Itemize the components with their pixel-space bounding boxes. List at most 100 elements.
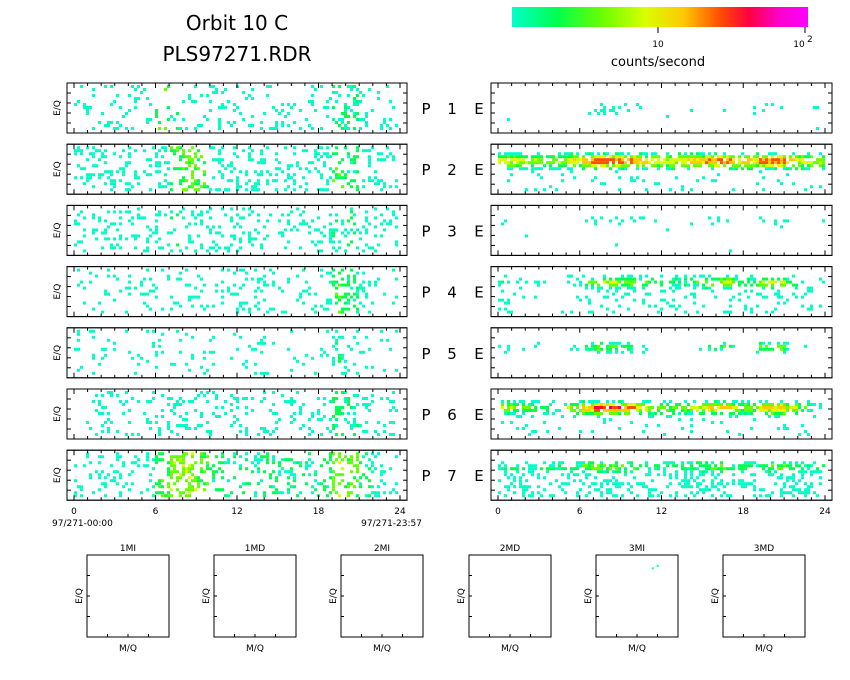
heatmap-cell bbox=[624, 103, 627, 106]
heatmap-cell bbox=[167, 274, 170, 278]
heatmap-cell bbox=[185, 488, 188, 492]
heatmap-cell bbox=[645, 400, 648, 403]
heatmap-cell bbox=[257, 280, 260, 284]
heatmap-cell bbox=[197, 482, 200, 486]
heatmap-cell bbox=[633, 289, 636, 293]
left-x-tick-label: 12 bbox=[231, 507, 242, 517]
heatmap-cell bbox=[747, 406, 750, 409]
heatmap-cell bbox=[618, 467, 621, 471]
heatmap-cell bbox=[615, 479, 618, 483]
heatmap-cell bbox=[212, 91, 215, 94]
heatmap-cell bbox=[672, 464, 675, 468]
heatmap-cell bbox=[681, 467, 684, 471]
heatmap-cell bbox=[257, 452, 260, 456]
heatmap-cell bbox=[621, 152, 624, 156]
heatmap-cell bbox=[690, 406, 693, 409]
heatmap-cell bbox=[239, 304, 242, 308]
heatmap-cell bbox=[672, 304, 675, 308]
heatmap-cell bbox=[86, 106, 89, 109]
heatmap-cell bbox=[504, 494, 507, 498]
heatmap-cell bbox=[780, 225, 783, 229]
heatmap-cell bbox=[248, 94, 251, 97]
heatmap-cell bbox=[233, 225, 236, 229]
heatmap-cell bbox=[341, 458, 344, 462]
heatmap-cell bbox=[116, 277, 119, 281]
heatmap-cell bbox=[687, 164, 690, 168]
heatmap-cell bbox=[552, 464, 555, 468]
heatmap-cell bbox=[182, 458, 185, 462]
heatmap-cell bbox=[182, 464, 185, 468]
heatmap-cell bbox=[305, 467, 308, 471]
heatmap-cell bbox=[711, 403, 714, 406]
heatmap-cell bbox=[341, 433, 344, 436]
heatmap-cell bbox=[666, 403, 669, 406]
heatmap-cell bbox=[284, 310, 287, 314]
heatmap-cell bbox=[194, 409, 197, 412]
heatmap-cell bbox=[771, 167, 774, 171]
heatmap-cell bbox=[576, 161, 579, 165]
heatmap-cell bbox=[522, 406, 525, 409]
heatmap-cell bbox=[522, 427, 525, 430]
heatmap-cell bbox=[516, 403, 519, 406]
heatmap-cell bbox=[98, 362, 101, 366]
heatmap-cell bbox=[654, 412, 657, 415]
heatmap-cell bbox=[600, 464, 603, 468]
heatmap-cell bbox=[287, 213, 290, 217]
heatmap-cell bbox=[170, 455, 173, 459]
heatmap-cell bbox=[600, 216, 603, 220]
heatmap-cell bbox=[771, 473, 774, 477]
heatmap-cell bbox=[200, 455, 203, 459]
heatmap-cell bbox=[576, 155, 579, 159]
heatmap-cell bbox=[332, 170, 335, 174]
heatmap-cell bbox=[780, 106, 783, 109]
heatmap-cell bbox=[648, 494, 651, 498]
heatmap-cell bbox=[191, 240, 194, 244]
heatmap-cell bbox=[314, 310, 317, 314]
heatmap-cell bbox=[350, 185, 353, 189]
heatmap-cell bbox=[612, 409, 615, 412]
heatmap-cell bbox=[161, 452, 164, 456]
heatmap-cell bbox=[684, 310, 687, 314]
heatmap-cell bbox=[374, 283, 377, 287]
heatmap-cell bbox=[257, 461, 260, 465]
heatmap-cell bbox=[149, 103, 152, 106]
heatmap-cell bbox=[588, 298, 591, 302]
heatmap-cell bbox=[537, 485, 540, 489]
heatmap-cell bbox=[759, 161, 762, 165]
heatmap-cell bbox=[537, 173, 540, 177]
heatmap-cell bbox=[146, 249, 149, 253]
heatmap-cell bbox=[597, 400, 600, 403]
heatmap-cell bbox=[329, 167, 332, 171]
heatmap-cell bbox=[813, 491, 816, 495]
heatmap-cell bbox=[206, 304, 209, 308]
heatmap-cell bbox=[720, 421, 723, 424]
heatmap-cell bbox=[543, 421, 546, 424]
heatmap-cell bbox=[365, 335, 368, 339]
heatmap-cell bbox=[179, 179, 182, 183]
heatmap-cell bbox=[353, 179, 356, 183]
heatmap-cell bbox=[627, 283, 630, 287]
heatmap-cell bbox=[317, 170, 320, 174]
heatmap-cell bbox=[329, 280, 332, 284]
heatmap-cell bbox=[263, 341, 266, 345]
heatmap-cell bbox=[359, 476, 362, 480]
row-p-label: P bbox=[421, 467, 430, 485]
heatmap-cell bbox=[729, 283, 732, 287]
heatmap-cell bbox=[230, 170, 233, 174]
heatmap-cell bbox=[687, 409, 690, 412]
heatmap-cell bbox=[167, 473, 170, 477]
heatmap-cell bbox=[777, 406, 780, 409]
heatmap-cell bbox=[708, 161, 711, 165]
heatmap-cell bbox=[642, 179, 645, 183]
heatmap-cell bbox=[771, 164, 774, 168]
heatmap-cell bbox=[77, 332, 80, 336]
heatmap-cell bbox=[212, 246, 215, 250]
heatmap-cell bbox=[798, 406, 801, 409]
heatmap-cell bbox=[765, 464, 768, 468]
heatmap-cell bbox=[693, 479, 696, 483]
heatmap-cell bbox=[395, 491, 398, 495]
heatmap-cell bbox=[732, 280, 735, 284]
heatmap-cell bbox=[317, 240, 320, 244]
heatmap-cell bbox=[185, 452, 188, 456]
heatmap-cell bbox=[83, 464, 86, 468]
